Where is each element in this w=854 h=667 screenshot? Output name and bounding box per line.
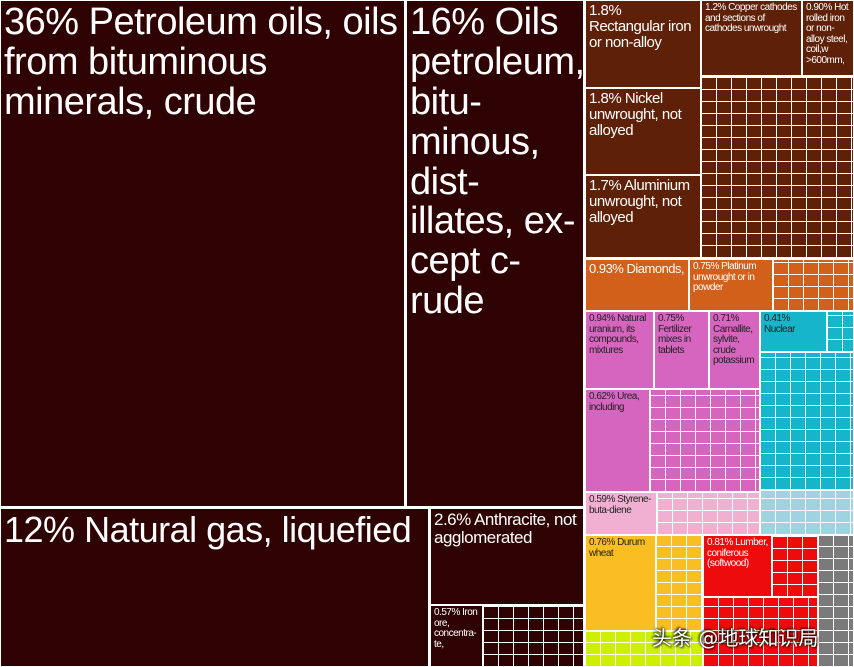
tile-percent: 1.8% xyxy=(589,90,622,107)
tile-percent: 2.6% xyxy=(434,510,471,529)
treemap-tile-unlabeled xyxy=(703,597,818,667)
tile-label: Platinum unwrought or in powder xyxy=(693,261,757,293)
treemap-tile-unlabeled xyxy=(656,535,703,631)
treemap-tile-unlabeled xyxy=(772,535,818,597)
tile-label: Diamonds, xyxy=(626,261,685,276)
tile-label: Natural uranium, its compounds, mixtures xyxy=(589,313,646,356)
tile-label: Petroleum oils, oils from bituminous min… xyxy=(4,1,398,123)
tile-percent: 0.81% xyxy=(707,537,733,548)
treemap-tile: 1.8% Nickel unwrought, not alloyed xyxy=(585,88,701,175)
tile-label: Nickel unwrought, not alloyed xyxy=(589,90,682,139)
treemap-tile: 1.2% Copper cathodes and sections of cat… xyxy=(701,0,802,76)
treemap-tile-unlabeled xyxy=(827,311,854,352)
tile-percent: 36% xyxy=(4,1,79,43)
treemap-tile: 0.59% Styrene-buta-diene xyxy=(585,492,657,535)
treemap-tile-unlabeled xyxy=(818,535,854,667)
watermark: 头条 @地球知识局 xyxy=(652,626,819,650)
treemap-tile: 0.62% Urea, including xyxy=(585,389,650,492)
treemap-tile: 1.8% Rectangular iron or non-alloy xyxy=(585,0,701,88)
tile-percent: 0.76% xyxy=(589,537,615,548)
tile-label: Urea, including xyxy=(589,391,640,413)
treemap-tile-unlabeled xyxy=(650,389,760,492)
tile-label: Lumber, coniferous (softwood) xyxy=(707,537,768,569)
tile-label: Nuclear xyxy=(764,323,795,335)
treemap-tile-unlabeled xyxy=(657,492,760,535)
tile-label: Hot rolled iron or non-alloy steel, coil… xyxy=(806,2,849,66)
tile-label: Natural gas, liquefied xyxy=(84,509,412,550)
tile-label: Fertilizer mixes in tablets xyxy=(658,323,692,356)
treemap-tile-unlabeled xyxy=(585,631,703,667)
tile-percent: 0.71% xyxy=(713,313,739,324)
treemap-tile: 16% Oils petroleum, bitu-minous, dist-il… xyxy=(406,0,584,507)
treemap-tile: 36% Petroleum oils, oils from bituminous… xyxy=(0,0,405,507)
treemap-tile: 2.6% Anthracite, not agglomerated xyxy=(430,508,584,605)
treemap-tile: 0.90% Hot rolled iron or non-alloy steel… xyxy=(802,0,854,76)
treemap-tile: 0.41% Nuclear xyxy=(760,311,827,352)
tile-percent: 16% xyxy=(410,1,485,43)
treemap-tile-unlabeled xyxy=(773,259,854,311)
tile-label: Rectangular iron or non-alloy xyxy=(589,17,692,51)
tile-percent: 0.41% xyxy=(764,313,790,324)
treemap-tile: 0.57% Iron ore, concentra-te, xyxy=(430,605,483,667)
treemap-tile: 0.81% Lumber, coniferous (softwood) xyxy=(703,535,772,597)
tile-percent: 0.62% xyxy=(589,391,615,402)
tile-label: Durum wheat xyxy=(589,537,645,559)
treemap-tile-unlabeled xyxy=(483,605,584,667)
tile-label: Anthracite, not agglomerated xyxy=(434,510,577,547)
tile-percent: 0.59% xyxy=(589,494,615,505)
treemap-tile: 0.94% Natural uranium, its compounds, mi… xyxy=(585,311,654,389)
tile-percent: 0.57% xyxy=(434,607,460,618)
tile-percent: 0.90% xyxy=(806,2,832,13)
tile-label: Copper cathodes and sections of cathodes… xyxy=(705,2,797,34)
tile-label: Carnallite, sylvite, crude potassium xyxy=(713,323,755,366)
treemap-tile: 0.93% Diamonds, xyxy=(585,259,689,311)
tile-percent: 1.2% xyxy=(705,2,726,13)
tile-percent: 0.93% xyxy=(589,261,624,276)
tile-percent: 0.75% xyxy=(658,313,684,324)
tile-percent: 1.8% xyxy=(589,2,622,19)
tile-label: Oils petroleum, bitu-minous, dist-illate… xyxy=(410,1,584,323)
treemap-tile-unlabeled xyxy=(760,352,854,490)
tile-label: Aluminium unwrought, not alloyed xyxy=(589,177,690,226)
treemap-tile: 1.7% Aluminium unwrought, not alloyed xyxy=(585,175,701,258)
treemap-tile: 12% Natural gas, liquefied xyxy=(0,508,429,667)
tile-percent: 0.94% xyxy=(589,313,615,324)
tile-percent: 1.7% xyxy=(589,177,622,194)
treemap-tile-unlabeled xyxy=(701,76,854,258)
treemap-tile-unlabeled xyxy=(760,490,854,535)
treemap-tile: 0.76% Durum wheat xyxy=(585,535,656,631)
tile-percent: 0.75% xyxy=(693,261,719,272)
tile-percent: 12% xyxy=(4,509,75,550)
tile-label: Iron ore, concentra-te, xyxy=(434,607,478,650)
treemap-tile: 0.71% Carnallite, sylvite, crude potassi… xyxy=(709,311,760,389)
tile-label: Styrene-buta-diene xyxy=(589,494,651,516)
treemap-tile: 0.75% Fertilizer mixes in tablets xyxy=(654,311,709,389)
treemap-tile: 0.75% Platinum unwrought or in powder xyxy=(689,259,773,311)
